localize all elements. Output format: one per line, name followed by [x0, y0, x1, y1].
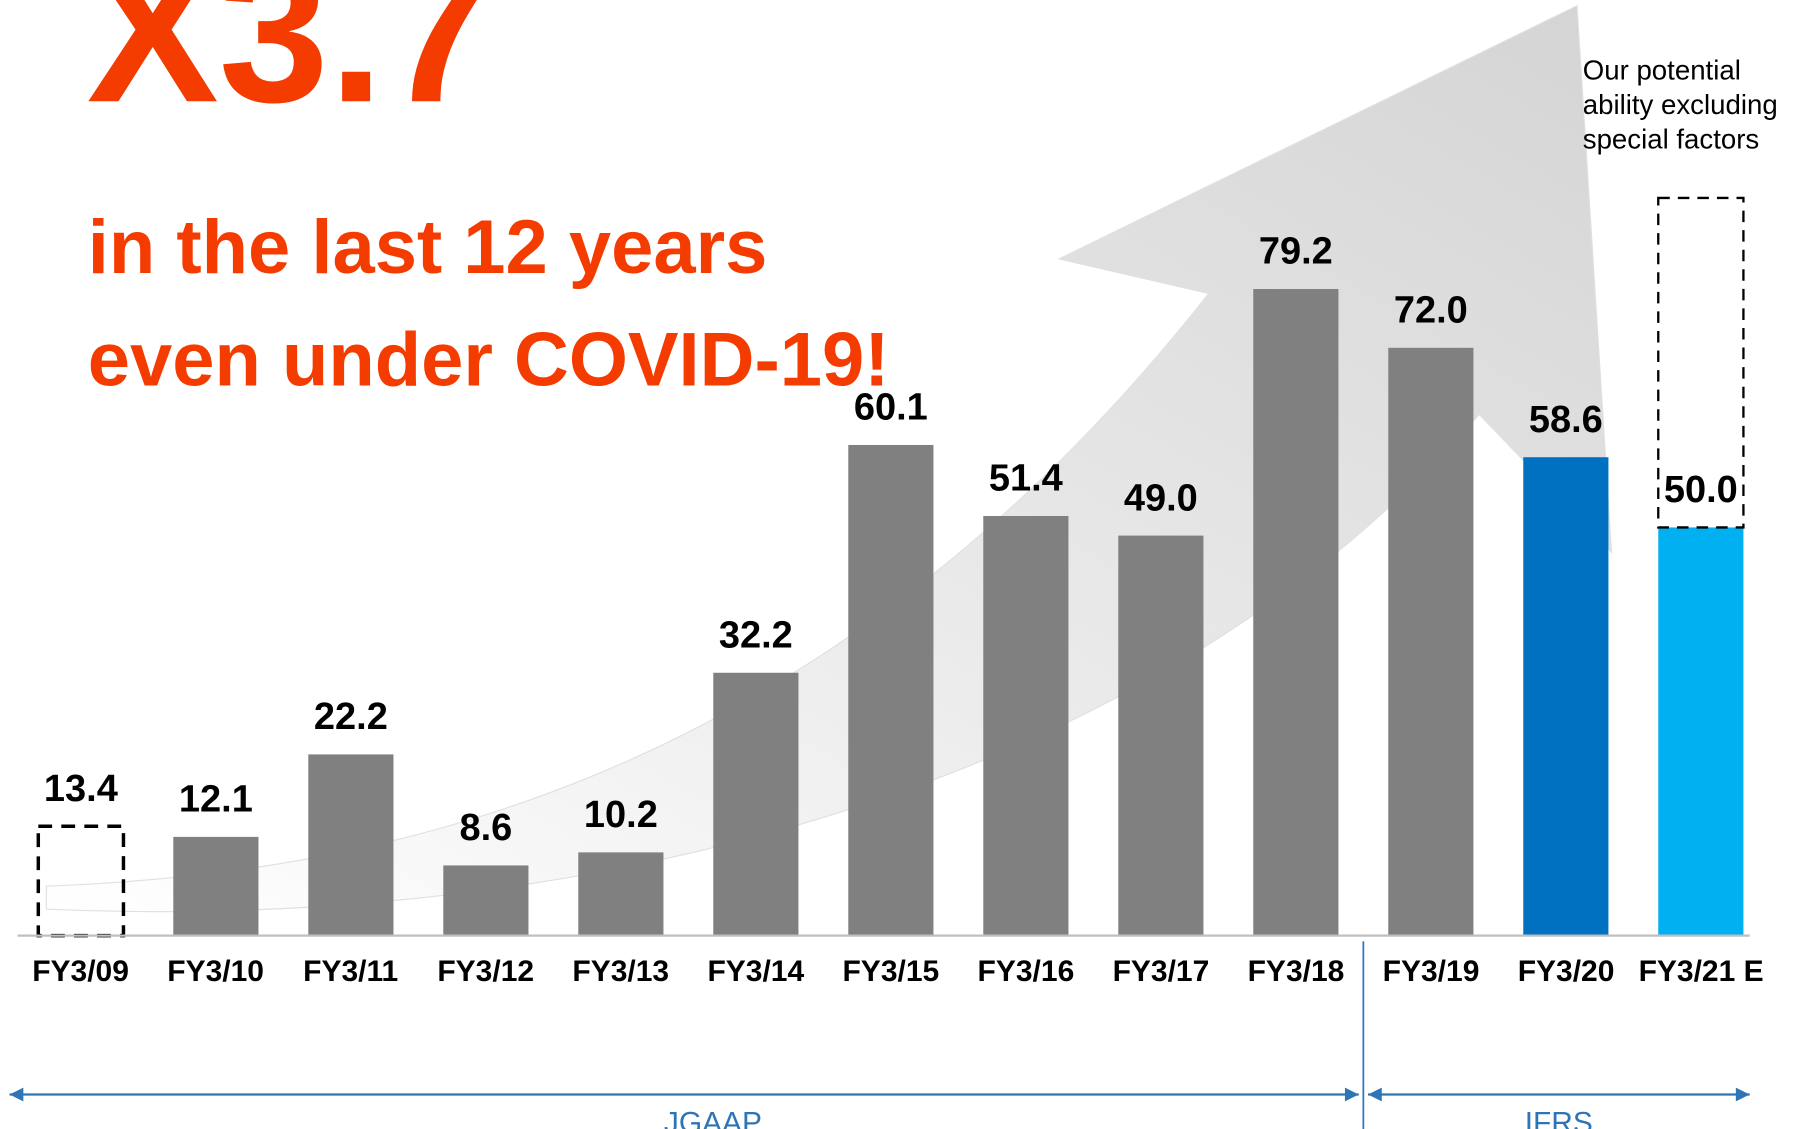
bar: [1523, 457, 1608, 935]
bar: [578, 852, 663, 935]
period-label: JGAAP: [664, 1106, 762, 1129]
bar: [308, 754, 393, 935]
slide: X3.7 in the last 12 years even under COV…: [0, 0, 1796, 1129]
value-label: 50.0: [1664, 469, 1738, 511]
bar: [1388, 348, 1473, 936]
x-tick-label: FY3/18: [1232, 953, 1359, 991]
x-tick-label: FY3/12: [422, 953, 549, 991]
value-label: 8.6: [459, 807, 512, 849]
annotation: special factors: [1583, 123, 1759, 154]
x-tick-label: FY3/10: [152, 953, 279, 991]
bar: [848, 445, 933, 936]
bar: [1253, 289, 1338, 936]
value-label: 49.0: [1124, 477, 1198, 519]
value-label: 10.2: [584, 794, 658, 836]
value-label: 13.4: [44, 768, 118, 810]
x-tick-label: FY3/15: [827, 953, 954, 991]
value-label: 60.1: [854, 387, 928, 429]
x-tick-label: FY3/16: [962, 953, 1089, 991]
value-label: 22.2: [314, 696, 388, 738]
value-label: 12.1: [179, 779, 253, 821]
x-tick-label: FY3/17: [1097, 953, 1224, 991]
annotation: Our potential: [1583, 54, 1741, 85]
x-tick-label: FY3/20: [1503, 953, 1630, 991]
bar: [713, 673, 798, 936]
chart-title: X3.7: [87, 0, 494, 143]
value-label: 32.2: [719, 614, 793, 656]
x-tick-label: FY3/09: [17, 953, 144, 991]
bar: [1118, 536, 1203, 936]
x-tick-label: FY3/13: [557, 953, 684, 991]
x-tick-label: FY3/14: [692, 953, 819, 991]
bar: [983, 516, 1068, 936]
subtitle: in the last 12 years: [88, 205, 768, 290]
value-label: 58.6: [1529, 399, 1603, 441]
x-tick-label: FY3/19: [1368, 953, 1495, 991]
period-label: IFRS: [1525, 1106, 1593, 1129]
bar: [173, 837, 258, 936]
subtitle: even under COVID-19!: [88, 318, 890, 403]
bar: [38, 826, 123, 935]
value-label: 79.2: [1259, 231, 1333, 273]
value-label: 51.4: [989, 458, 1063, 500]
x-tick-label: FY3/21 E: [1638, 953, 1765, 991]
bar: [1658, 527, 1743, 935]
annotation: ability excluding: [1583, 89, 1778, 120]
x-tick-label: FY3/11: [287, 953, 414, 991]
bar: [443, 865, 528, 935]
page: X3.7 in the last 12 years even under COV…: [0, 0, 1796, 1129]
value-label: 72.0: [1394, 289, 1468, 331]
